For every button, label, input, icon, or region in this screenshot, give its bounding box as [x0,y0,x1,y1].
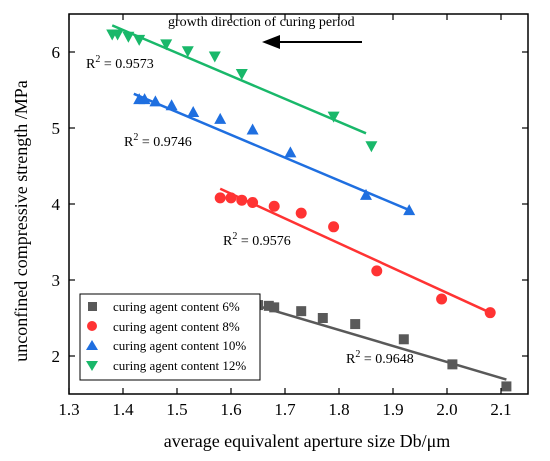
y-tick-label: 4 [52,195,61,214]
svg-text:R2 = 0.9648: R2 = 0.9648 [346,349,414,367]
r2-value-6: 0.9648 [375,352,414,367]
data-point-10 [187,106,200,118]
fit-lines [111,24,507,381]
fit-line-12 [111,24,367,135]
data-point-8 [484,307,496,319]
data-point-8 [436,293,448,305]
x-axis-title: average equivalent aperture size Db/μm [164,431,451,451]
x-tick-label: 1.6 [220,400,241,419]
data-point-10 [403,204,416,216]
r2-value-10: 0.9746 [153,135,192,150]
svg-text:R2 = 0.9576: R2 = 0.9576 [223,231,291,249]
data-point-8 [225,192,237,204]
data-point-6 [317,313,328,323]
data-point-10 [138,93,151,105]
legend-item-10: curing agent content 10% [86,338,246,353]
r2-label-12: R2 = 0.9573 [86,54,154,72]
data-point-6 [350,319,361,330]
legend-item-6: curing agent content 6% [88,299,240,314]
data-point-6 [263,300,274,311]
data-point-6 [398,334,409,345]
data-point-8 [371,265,383,277]
data-point-6 [269,302,280,313]
svg-text:R2 = 0.9573: R2 = 0.9573 [86,54,154,72]
data-point-12 [122,31,135,43]
legend-item-8: curing agent content 8% [87,319,240,334]
legend-label-6: curing agent content 6% [113,299,240,314]
x-tick-label: 1.9 [382,400,403,419]
data-point-10 [165,99,178,111]
y-axis-title: unconfined compressive strength /MPa [11,80,31,361]
y-tick-label: 5 [52,119,61,138]
data-point-12 [111,29,124,41]
x-tick-label: 2.1 [490,400,511,419]
data-point-8 [214,192,226,204]
data-point-12 [208,51,221,63]
r2-label-6: R2 = 0.9648 [346,349,414,367]
data-point-6 [447,359,458,370]
y-tick-label: 3 [52,271,61,290]
data-markers [106,29,512,392]
data-point-6 [296,306,307,317]
fit-line-10 [133,92,410,212]
legend-label-12: curing agent content 12% [113,358,246,373]
x-tick-label: 1.8 [328,400,349,419]
legend-box [79,293,261,381]
data-point-8 [328,221,340,233]
data-point-6 [501,381,512,392]
data-point-12 [365,141,378,153]
growth-direction-arrow [262,35,362,49]
data-point-10 [284,146,297,158]
data-point-10 [149,95,162,107]
legend-marker-circle [87,321,97,331]
data-point-12 [327,111,340,123]
x-tick-label: 1.5 [166,400,187,419]
x-tick-label: 2.0 [436,400,457,419]
growth-direction-annotation: growth direction of curing period [168,15,355,30]
axis-ticks: 1.3 1.4 1.5 1.6 1.7 1.8 1.9 2.0 2.1 2 3 4 5 6 [52,14,528,419]
x-tick-label: 1.3 [58,400,79,419]
data-point-12 [133,34,146,46]
r2-label-10: R2 = 0.9746 [124,132,192,150]
data-point-12 [235,69,248,81]
legend-marker-triangle-down [86,361,98,371]
x-tick-label: 1.4 [112,400,134,419]
data-point-10 [214,112,227,124]
x-tick-label: 1.7 [274,400,296,419]
legend-label-8: curing agent content 8% [113,319,240,334]
legend-marker-triangle [86,340,98,350]
fit-line-6 [246,301,507,381]
data-point-12 [181,46,194,58]
legend-label-10: curing agent content 10% [113,338,246,353]
r2-value-12: 0.9573 [115,57,154,72]
data-point-12 [160,39,173,51]
data-point-8 [247,196,259,208]
legend-item-12: curing agent content 12% [86,358,246,373]
legend-marker-square [88,302,97,311]
data-point-8 [236,194,248,206]
data-point-8 [268,200,280,212]
data-point-10 [246,123,259,135]
r2-value-8: 0.9576 [252,234,291,249]
legend: curing agent content 6% curing agent con… [79,293,261,381]
y-tick-label: 2 [52,347,61,366]
y-tick-label: 6 [52,43,61,62]
svg-text:R2 = 0.9746: R2 = 0.9746 [124,132,192,150]
r2-label-8: R2 = 0.9576 [223,231,291,249]
data-point-8 [295,207,307,219]
fit-line-8 [219,187,491,314]
data-point-10 [360,188,372,200]
